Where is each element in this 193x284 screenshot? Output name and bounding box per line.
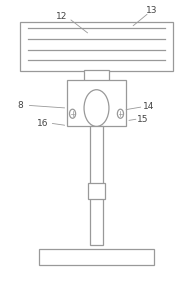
Bar [88,183,105,199]
Circle shape [84,90,109,126]
Bar [84,70,109,81]
Text: 16: 16 [37,119,49,128]
Bar [90,126,103,245]
Text: 14: 14 [143,102,154,111]
Circle shape [117,109,124,118]
Text: 12: 12 [56,12,68,21]
Bar [67,80,126,126]
Text: 8: 8 [17,101,23,110]
Circle shape [69,109,76,118]
Bar [20,22,173,71]
Text: 15: 15 [137,115,148,124]
Text: 13: 13 [146,6,158,15]
Bar [39,249,154,265]
